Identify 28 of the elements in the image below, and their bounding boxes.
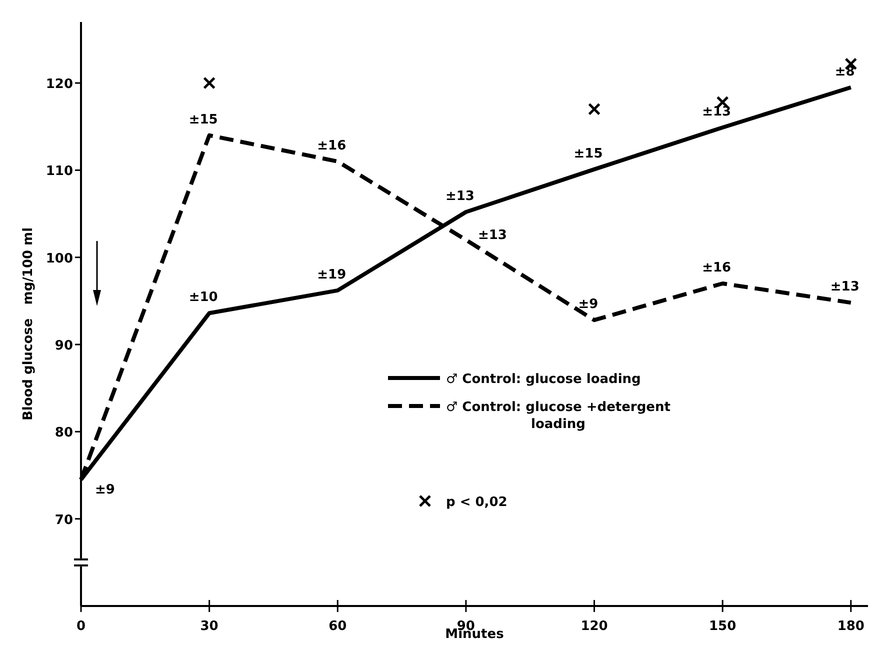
x-axis-title: Minutes [445,627,504,642]
y-tick-label: 100 [46,251,73,266]
x-tick-label: 150 [709,619,736,634]
x-tick-label: 0 [76,619,86,634]
y-tick-label: 90 [54,338,73,354]
annotation: ±10 [188,290,218,306]
annotation: ±9 [578,297,598,312]
annotation: ±9 [95,482,115,498]
x-tick-label: 60 [328,619,347,634]
x-tick-label: 120 [580,619,608,634]
y-axis-title: Blood glucose mg/100 ml [21,227,36,421]
annotation: ±19 [317,267,346,282]
legend-label: ♂ Control: glucose +detergent loading [446,400,670,432]
y-tick-label: 120 [46,77,73,92]
annotation: ±16 [702,260,732,276]
annotation: ±16 [317,138,346,154]
annotation: ±15 [574,146,603,162]
y-tick-label: 110 [46,164,73,180]
legend-label: ♂ Control: glucose loading [446,372,641,387]
legend-label: p < 0,02 [446,495,508,510]
y-tick-label: 80 [54,426,73,441]
annotation: ±13 [830,280,860,295]
annotation: ±13 [445,189,474,204]
x-tick-label: 180 [837,619,864,634]
annotation: ±15 [188,112,218,128]
annotation: ±13 [478,228,507,243]
y-tick-label: 70 [54,512,73,528]
x-tick-label: 30 [200,619,218,634]
